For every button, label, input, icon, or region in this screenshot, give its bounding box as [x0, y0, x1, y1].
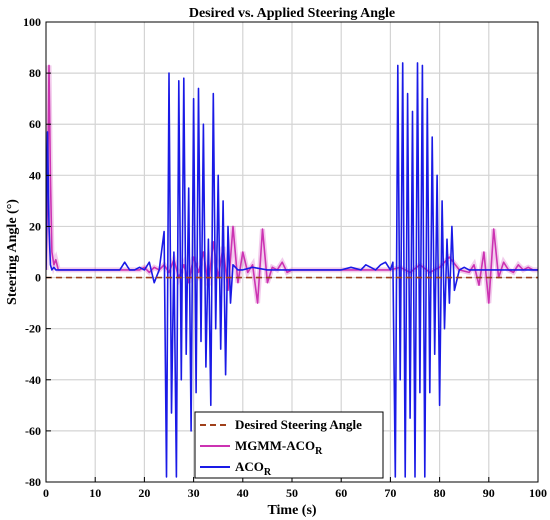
series-layer [46, 62, 538, 478]
y-axis-label: Steering Angle (°) [5, 199, 20, 305]
y-tick-label: 60 [29, 117, 41, 131]
x-axis-label: Time (s) [267, 503, 316, 518]
legend-label: Desired Steering Angle [235, 417, 362, 432]
series-line-2 [46, 62, 538, 478]
x-tick-label: 70 [384, 486, 396, 500]
x-tick-label: 30 [188, 486, 200, 500]
x-tick-label: 90 [483, 486, 495, 500]
y-tick-label: -20 [25, 322, 41, 336]
legend: Desired Steering Angle MGMM-ACOR ACOR [194, 411, 384, 479]
chart-title: Desired vs. Applied Steering Angle [189, 6, 395, 21]
x-tick-label: 60 [335, 486, 347, 500]
x-tick-label: 40 [237, 486, 249, 500]
x-tick-label: 100 [529, 486, 547, 500]
y-tick-label: 80 [29, 66, 41, 80]
x-tick-label: 20 [138, 486, 150, 500]
y-tick-label: -80 [25, 475, 41, 489]
x-tick-label: 10 [89, 486, 101, 500]
y-tick-label: 100 [23, 15, 41, 29]
y-tick-label: -40 [25, 373, 41, 387]
y-tick-label: 40 [29, 168, 41, 182]
x-tick-label: 50 [286, 486, 298, 500]
y-tick-label: 20 [29, 219, 41, 233]
series-line-1 [46, 64, 538, 304]
ticks: 0 10 20 30 40 50 60 70 80 90 100 -80 -60 -40 -20 0 20 40 6… [23, 15, 547, 500]
legend-label: ACOR [235, 459, 272, 478]
x-tick-label: 80 [434, 486, 446, 500]
y-tick-label: -60 [25, 424, 41, 438]
y-tick-label: 0 [35, 271, 41, 285]
x-tick-label: 0 [43, 486, 49, 500]
legend-label: MGMM-ACOR [235, 438, 323, 457]
